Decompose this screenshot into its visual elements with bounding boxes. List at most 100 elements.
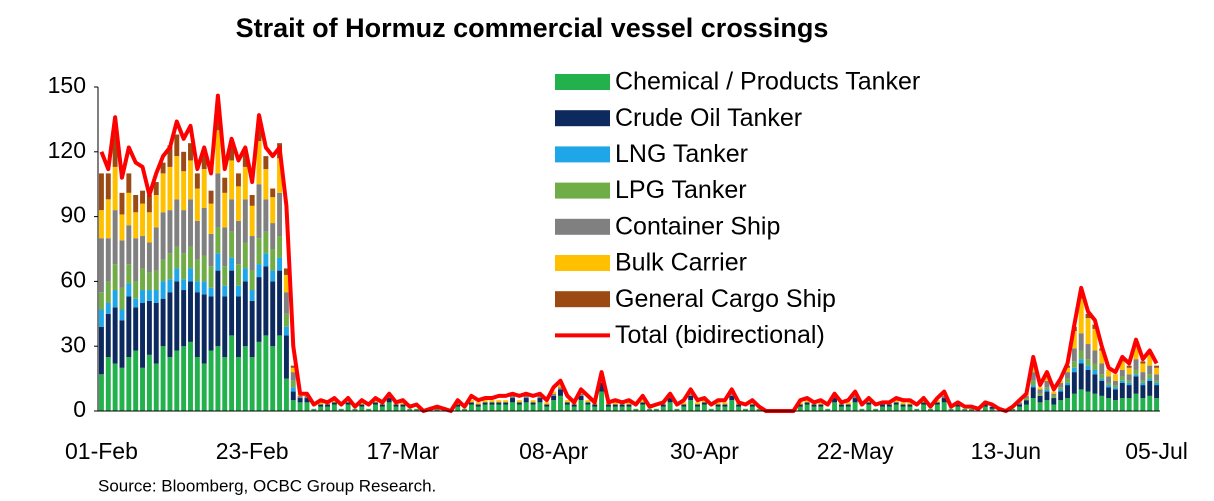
bar-segment (256, 184, 262, 239)
bar-segment (1037, 395, 1043, 403)
bar-segment (496, 402, 502, 405)
bar-segment (544, 402, 550, 405)
y-tick-label: 90 (60, 202, 86, 228)
bar-segment (900, 404, 906, 407)
bar-segment (818, 404, 824, 407)
bar-segment (1030, 372, 1036, 381)
bar-segment (229, 257, 235, 271)
bar-segment (222, 177, 228, 193)
bar-segment (1106, 385, 1112, 388)
y-tick-label: 150 (48, 72, 86, 98)
bar-segment (681, 406, 687, 411)
bar-segment (1071, 348, 1077, 362)
bar-segment (1112, 400, 1118, 411)
bar-segment (482, 400, 488, 403)
bar-segment (736, 404, 742, 407)
bar-segment (537, 395, 543, 399)
bar-segment (1106, 398, 1112, 411)
bar-segment (1017, 406, 1023, 411)
bar-segment (1058, 400, 1064, 411)
bar-segment (482, 404, 488, 411)
bar-segment (1154, 382, 1160, 386)
bar-segment (866, 400, 872, 403)
bar-segment (475, 402, 481, 405)
bar-segment (201, 207, 207, 256)
legend-label: Container Ship (615, 212, 780, 240)
bar-segment (462, 408, 468, 411)
bar-segment (249, 357, 255, 411)
bar-segment (290, 367, 296, 373)
bar-segment (1051, 395, 1057, 399)
bar-segment (969, 408, 975, 411)
bar-segment (400, 406, 406, 411)
bar-segment (1030, 385, 1036, 388)
bar-segment (146, 354, 152, 411)
bar-segment (982, 404, 988, 407)
bar-segment (126, 296, 132, 357)
bar-segment (379, 404, 385, 407)
bar-segment (311, 408, 317, 411)
bar-segment (283, 326, 289, 336)
bar-segment (153, 303, 159, 364)
bar-segment (626, 406, 632, 411)
bar-segment (194, 173, 200, 189)
bar-segment (153, 227, 159, 271)
bar-segment (475, 404, 481, 407)
bar-segment (489, 402, 495, 405)
bar-segment (98, 173, 104, 211)
bar-segment (695, 404, 700, 407)
bar-segment (215, 130, 221, 174)
bar-segment (263, 231, 269, 254)
bar-segment (140, 367, 146, 411)
bar-segment (804, 402, 810, 405)
bar-segment (160, 298, 166, 347)
bar-segment (359, 404, 365, 407)
bar-segment (229, 199, 235, 232)
legend-label: Chemical / Products Tanker (615, 68, 920, 96)
bar-segment (188, 281, 193, 342)
bar-segment (160, 162, 166, 174)
bar-segment (215, 270, 221, 347)
bar-segment (825, 408, 831, 411)
bar-segment (112, 264, 118, 291)
bar-segment (523, 402, 529, 411)
bar-segment (468, 404, 474, 411)
bar-segment (1085, 365, 1091, 370)
bar-segment (886, 406, 892, 411)
bar-segment (1071, 367, 1077, 373)
bar-segment (558, 389, 563, 396)
y-tick-label: 120 (48, 137, 86, 163)
bar-segment (249, 205, 255, 237)
bar-segment (468, 402, 474, 405)
bar-segment (510, 402, 515, 411)
bar-segment (1051, 398, 1057, 405)
bar-segment (845, 402, 851, 405)
bar-segment (1106, 376, 1112, 383)
bar-segment (633, 408, 639, 411)
bar-segment (297, 395, 303, 399)
bar-segment (331, 402, 337, 405)
bar-segment (1085, 344, 1091, 360)
bar-segment (112, 210, 118, 265)
x-tick-label: 08-Apr (519, 438, 588, 464)
bar-segment (1058, 391, 1064, 401)
bar-segment (1099, 363, 1105, 375)
bar-segment (722, 404, 728, 407)
bar-segment (612, 406, 618, 411)
bar-segment (153, 363, 159, 411)
bar-segment (112, 290, 118, 308)
bar-segment (160, 346, 166, 411)
bar-segment (1099, 350, 1105, 364)
bar-segment (516, 400, 522, 403)
bar-segment (530, 402, 536, 405)
bar-segment (544, 404, 550, 407)
bar-segment (263, 253, 269, 267)
bar-segment (153, 270, 159, 291)
bar-segment (893, 404, 899, 411)
bar-segment (1085, 318, 1091, 345)
bar-segment (256, 341, 262, 411)
bar-segment (989, 408, 995, 411)
x-tick-label: 23-Feb (216, 438, 289, 464)
bar-segment (1037, 393, 1043, 396)
bar-segment (921, 404, 927, 411)
